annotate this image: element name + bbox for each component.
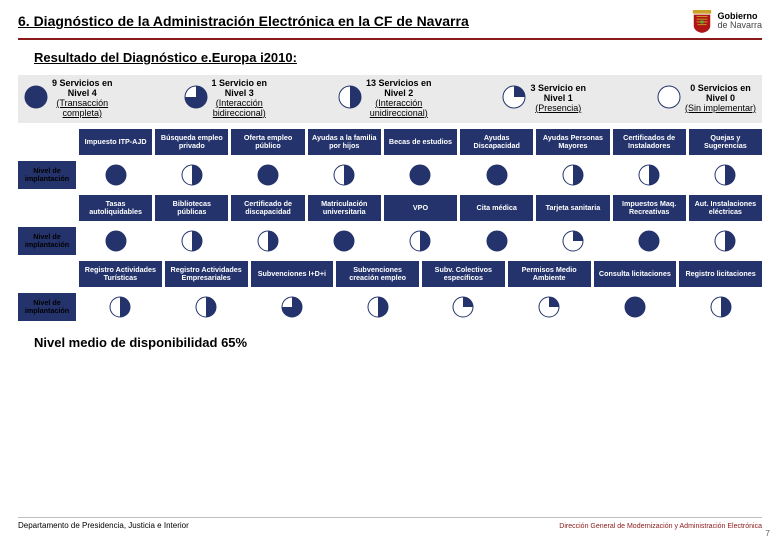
spacer [18,129,76,155]
matrix-header-cell: Aut. Instalaciones eléctricas [689,195,762,221]
matrix-pie-row-2: Nivel de implantación [18,293,762,321]
matrix-pie-cell [689,161,762,189]
matrix-pie-cell [460,227,533,255]
matrix-pie-cell [613,161,686,189]
legend-item-2: 13 Servicios enNivel 2(Interacciónunidir… [338,79,432,119]
matrix-header-cell: Certificado de discapacidad [231,195,304,221]
matrix-pie-cell [384,227,457,255]
matrix-header-cell: Matriculación universitaria [308,195,381,221]
matrix-header-row-0: Impuesto ITP-AJDBúsqueda empleo privadoO… [18,129,762,155]
matrix-header-cell: Subv. Colectivos específicos [422,261,505,287]
matrix-pie-cell [594,293,677,321]
legend-text: 13 Servicios enNivel 2(Interacciónunidir… [366,79,432,119]
matrix-pie-cell [165,293,248,321]
logo-text-line2: de Navarra [717,21,762,30]
legend-pie-icon [657,85,681,112]
matrix-pie-cell [422,293,505,321]
matrix-side-label: Nivel de implantación [18,161,76,189]
matrix-header-cell: Ayudas Discapacidad [460,129,533,155]
matrix-pie-cell [689,227,762,255]
legend-pie-icon [184,85,208,112]
legend-text: 3 Servicio enNivel 1(Presencia) [530,84,586,114]
spacer [18,261,76,287]
matrix-side-label: Nivel de implantación [18,293,76,321]
matrix-header-cell: Subvenciones I+D+i [251,261,334,287]
footer: Departamento de Presidencia, Justicia e … [18,517,762,530]
matrix-header-cell: Impuestos Maq. Recreativas [613,195,686,221]
matrix-header-cell: Certificados de Instaladores [613,129,686,155]
matrix-header-cell: Registro licitaciones [679,261,762,287]
matrix-pie-cell [336,293,419,321]
legend-item-3: 3 Servicio enNivel 1(Presencia) [502,84,586,114]
legend-text: 0 Servicios enNivel 0(Sin implementar) [685,84,756,114]
matrix-pie-cell [613,227,686,255]
matrix-pie-cell [384,161,457,189]
matrix-header-cell: Tasas autoliquidables [79,195,152,221]
logo-text: Gobierno de Navarra [717,12,762,31]
matrix-header-cell: Bibliotecas públicas [155,195,228,221]
matrix-header-row-1: Tasas autoliquidablesBibliotecas pública… [18,195,762,221]
logo: Gobierno de Navarra [691,8,762,34]
matrix-header-cell: Oferta empleo público [231,129,304,155]
matrix-pie-cell [460,161,533,189]
page-number: 7 [765,528,770,538]
footer-left: Departamento de Presidencia, Justicia e … [18,521,189,530]
matrix-header-cell: Permisos Medio Ambiente [508,261,591,287]
matrix-pie-cell [251,293,334,321]
matrix-pie-cell [308,227,381,255]
page-title: 6. Diagnóstico de la Administración Elec… [18,13,691,29]
matrix-header-cell: Registro Actividades Empresariales [165,261,248,287]
matrix-header-cell: Registro Actividades Turísticas [79,261,162,287]
matrix-pie-cell [679,293,762,321]
matrix-pie-cell [79,293,162,321]
availability-text: Nivel medio de disponibilidad 65% [34,335,780,350]
spacer [18,195,76,221]
legend-item-4: 0 Servicios enNivel 0(Sin implementar) [657,84,756,114]
matrix-header-cell: Ayudas a la familia por hijos [308,129,381,155]
legend-pie-icon [502,85,526,112]
matrix-header-cell: Becas de estudios [384,129,457,155]
matrix-pie-cell [79,161,152,189]
matrix-pie-row-1: Nivel de implantación [18,227,762,255]
legend-pie-icon [338,85,362,112]
matrix-pie-cell [536,161,609,189]
matrix-header-cell: Búsqueda empleo privado [155,129,228,155]
matrix-header-cell: Ayudas Personas Mayores [536,129,609,155]
legend-pie-icon [24,85,48,112]
matrix-pie-cell [155,227,228,255]
legend-text: 9 Servicios enNivel 4(Transaccióncomplet… [52,79,113,119]
matrix-header-cell: Impuesto ITP-AJD [79,129,152,155]
legend-item-1: 1 Servicio enNivel 3(Interacciónbidirecc… [184,79,268,119]
legend-text: 1 Servicio enNivel 3(Interacciónbidirecc… [212,79,268,119]
subtitle: Resultado del Diagnóstico e.Europa i2010… [34,50,780,65]
matrix-header-cell: Consulta licitaciones [594,261,677,287]
header-row: 6. Diagnóstico de la Administración Elec… [0,0,780,38]
matrix-side-label: Nivel de implantación [18,227,76,255]
matrix-pie-cell [536,227,609,255]
legend-item-0: 9 Servicios enNivel 4(Transaccióncomplet… [24,79,113,119]
matrix-pie-cell [231,227,304,255]
navarra-shield-icon [691,8,713,34]
matrix-pie-row-0: Nivel de implantación [18,161,762,189]
matrix-header-cell: VPO [384,195,457,221]
matrix-pie-cell [231,161,304,189]
matrix-header-cell: Tarjeta sanitaria [536,195,609,221]
matrix-pie-cell [79,227,152,255]
red-divider [18,38,762,40]
matrix-pie-cell [308,161,381,189]
footer-right: Dirección General de Modernización y Adm… [559,523,762,530]
matrix-pie-cell [155,161,228,189]
matrix: Impuesto ITP-AJDBúsqueda empleo privadoO… [18,129,762,321]
matrix-header-cell: Subvenciones creación empleo [336,261,419,287]
matrix-header-cell: Quejas y Sugerencias [689,129,762,155]
matrix-pie-cell [508,293,591,321]
legend-bar: 9 Servicios enNivel 4(Transaccióncomplet… [18,75,762,123]
matrix-header-cell: Cita médica [460,195,533,221]
matrix-header-row-2: Registro Actividades TurísticasRegistro … [18,261,762,287]
